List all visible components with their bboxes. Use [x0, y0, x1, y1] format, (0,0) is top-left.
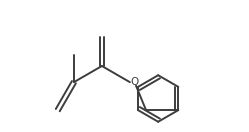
Text: O: O: [130, 77, 138, 87]
